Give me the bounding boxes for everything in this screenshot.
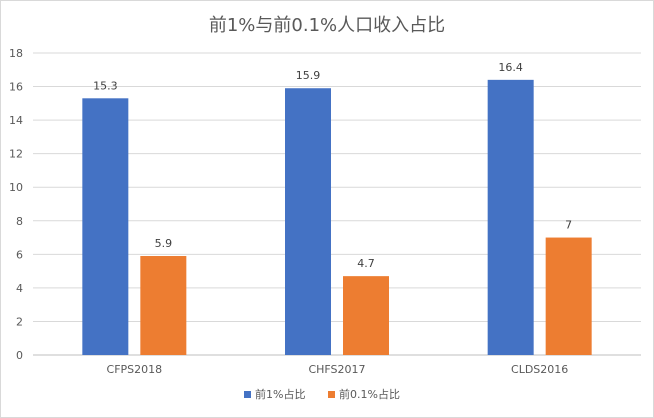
x-category-label: CLDS2016 xyxy=(511,363,568,376)
bars xyxy=(82,79,592,356)
y-tick-label: 10 xyxy=(9,181,23,194)
x-category-label: CHFS2017 xyxy=(308,363,365,376)
y-tick-label: 18 xyxy=(9,47,23,60)
bar-CFPS2018-0 xyxy=(82,98,129,356)
data-label: 16.4 xyxy=(498,61,523,74)
data-label: 5.9 xyxy=(155,237,173,250)
x-category-label: CFPS2018 xyxy=(107,363,163,376)
chart-title: 前1%与前0.1%人口收入占比 xyxy=(209,15,445,36)
y-tick-label: 12 xyxy=(9,148,23,161)
data-labels: 15.3 5.9 15.9 4.7 16.4 7 xyxy=(93,61,572,270)
legend-item-1: 前0.1%占比 xyxy=(328,387,400,401)
data-label: 15.3 xyxy=(93,79,118,92)
data-label: 7 xyxy=(565,219,572,232)
grid-lines xyxy=(33,52,641,356)
y-tick-label: 4 xyxy=(16,282,23,295)
legend-swatch xyxy=(328,391,335,398)
x-axis-categories: CFPS2018 CHFS2017 CLDS2016 xyxy=(107,363,569,376)
y-tick-label: 14 xyxy=(9,114,23,127)
data-label: 15.9 xyxy=(296,69,321,82)
data-label: 4.7 xyxy=(357,257,375,270)
legend: 前1%占比 前0.1%占比 xyxy=(244,387,400,401)
y-axis-ticks: 0 2 4 6 8 10 12 14 16 18 xyxy=(9,47,23,362)
y-tick-label: 8 xyxy=(16,215,23,228)
y-tick-label: 16 xyxy=(9,81,23,94)
y-tick-label: 2 xyxy=(16,315,23,328)
legend-label: 前1%占比 xyxy=(255,387,305,401)
bar-CLDS2016-1 xyxy=(545,237,592,355)
bar-CLDS2016-0 xyxy=(487,79,534,355)
bar-CHFS2017-1 xyxy=(343,276,389,355)
legend-swatch xyxy=(244,391,251,398)
y-tick-label: 6 xyxy=(16,248,23,261)
legend-item-0: 前1%占比 xyxy=(244,387,305,401)
legend-label: 前0.1%占比 xyxy=(339,387,400,401)
bar-CHFS2017-0 xyxy=(285,88,331,355)
y-tick-label: 0 xyxy=(16,349,23,362)
bar-CFPS2018-1 xyxy=(140,256,187,355)
